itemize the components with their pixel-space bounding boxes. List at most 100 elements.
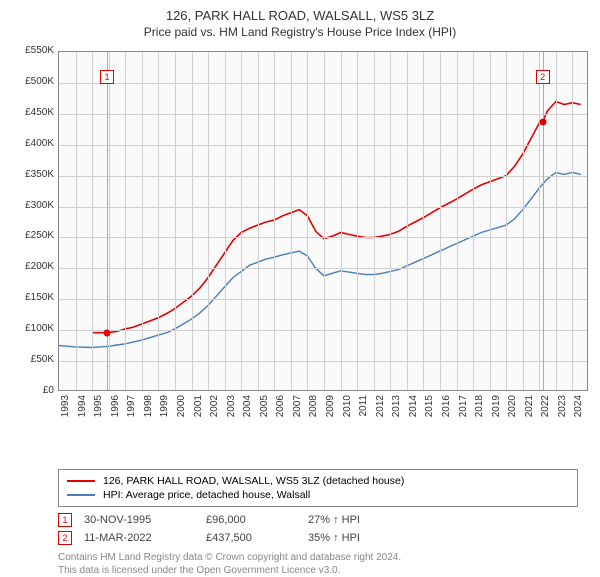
x-axis-tick-label: 2011: [358, 395, 369, 425]
event-delta: 27% ↑ HPI: [308, 514, 418, 526]
gridline-vertical: [390, 52, 391, 390]
legend-item: HPI: Average price, detached house, Wals…: [67, 488, 569, 502]
gridline-vertical: [423, 52, 424, 390]
gridline-horizontal: [59, 237, 587, 238]
gridline-vertical: [274, 52, 275, 390]
gridline-vertical: [490, 52, 491, 390]
event-point-marker: [104, 329, 111, 336]
y-axis-tick-label: £450K: [10, 107, 54, 118]
x-axis-tick-label: 2016: [441, 395, 452, 425]
x-axis-tick-label: 1993: [60, 395, 71, 425]
event-date: 30-NOV-1995: [84, 514, 194, 526]
gridline-vertical: [291, 52, 292, 390]
x-axis-tick-label: 2009: [325, 395, 336, 425]
y-axis-tick-label: £400K: [10, 138, 54, 149]
x-axis-tick-label: 1994: [77, 395, 88, 425]
gridline-vertical: [109, 52, 110, 390]
x-axis-tick-label: 2012: [375, 395, 386, 425]
attribution-line: Contains HM Land Registry data © Crown c…: [58, 551, 578, 564]
legend-label: 126, PARK HALL ROAD, WALSALL, WS5 3LZ (d…: [103, 475, 404, 487]
event-row: 1 30-NOV-1995 £96,000 27% ↑ HPI: [58, 513, 590, 527]
event-point-marker: [539, 118, 546, 125]
chart-subtitle: Price paid vs. HM Land Registry's House …: [10, 25, 590, 39]
x-axis-tick-label: 2024: [573, 395, 584, 425]
y-axis-tick-label: £200K: [10, 261, 54, 272]
attribution-line: This data is licensed under the Open Gov…: [58, 564, 578, 577]
legend-swatch: [67, 480, 95, 482]
event-row: 2 11-MAR-2022 £437,500 35% ↑ HPI: [58, 531, 590, 545]
gridline-vertical: [142, 52, 143, 390]
x-axis-tick-label: 1999: [159, 395, 170, 425]
y-axis-tick-label: £150K: [10, 292, 54, 303]
gridline-horizontal: [59, 83, 587, 84]
x-axis-tick-label: 2004: [242, 395, 253, 425]
legend-swatch: [67, 494, 95, 496]
x-axis-tick-label: 1997: [126, 395, 137, 425]
series-line: [92, 102, 581, 333]
gridline-vertical: [241, 52, 242, 390]
x-axis-tick-label: 2023: [557, 395, 568, 425]
y-axis-tick-label: £300K: [10, 200, 54, 211]
y-axis-tick-label: £100K: [10, 323, 54, 334]
gridline-vertical: [258, 52, 259, 390]
gridline-vertical: [523, 52, 524, 390]
x-axis-tick-label: 2018: [474, 395, 485, 425]
y-axis-tick-label: £500K: [10, 76, 54, 87]
x-axis-tick-label: 2015: [424, 395, 435, 425]
gridline-vertical: [158, 52, 159, 390]
event-marker-box: 2: [58, 531, 72, 545]
x-axis-tick-label: 2001: [193, 395, 204, 425]
legend: 126, PARK HALL ROAD, WALSALL, WS5 3LZ (d…: [58, 469, 578, 507]
legend-item: 126, PARK HALL ROAD, WALSALL, WS5 3LZ (d…: [67, 474, 569, 488]
gridline-vertical: [556, 52, 557, 390]
gridline-vertical: [539, 52, 540, 390]
gridline-vertical: [457, 52, 458, 390]
event-marker-box: 1: [58, 513, 72, 527]
gridline-horizontal: [59, 299, 587, 300]
gridline-vertical: [407, 52, 408, 390]
plot-wrap: 12 £0£50K£100K£150K£200K£250K£300K£350K£…: [10, 47, 590, 427]
event-date: 11-MAR-2022: [84, 532, 194, 544]
x-axis-tick-label: 2007: [292, 395, 303, 425]
event-price: £96,000: [206, 514, 296, 526]
gridline-vertical: [341, 52, 342, 390]
x-axis-tick-label: 1996: [110, 395, 121, 425]
gridline-vertical: [192, 52, 193, 390]
legend-label: HPI: Average price, detached house, Wals…: [103, 489, 310, 501]
gridline-vertical: [440, 52, 441, 390]
gridline-vertical: [175, 52, 176, 390]
x-axis-tick-label: 1995: [93, 395, 104, 425]
x-axis-tick-label: 1998: [143, 395, 154, 425]
gridline-horizontal: [59, 176, 587, 177]
gridline-vertical: [324, 52, 325, 390]
events-table: 1 30-NOV-1995 £96,000 27% ↑ HPI 2 11-MAR…: [58, 513, 590, 545]
event-vertical-line: [107, 52, 108, 390]
gridline-horizontal: [59, 145, 587, 146]
gridline-vertical: [76, 52, 77, 390]
event-price: £437,500: [206, 532, 296, 544]
x-axis-tick-label: 2008: [308, 395, 319, 425]
gridline-vertical: [473, 52, 474, 390]
y-axis-tick-label: £50K: [10, 354, 54, 365]
gridline-vertical: [92, 52, 93, 390]
chart-title: 126, PARK HALL ROAD, WALSALL, WS5 3LZ: [10, 8, 590, 23]
gridline-horizontal: [59, 330, 587, 331]
x-axis-tick-label: 2019: [491, 395, 502, 425]
gridline-horizontal: [59, 207, 587, 208]
plot-svg: [59, 52, 587, 390]
x-axis-tick-label: 2005: [259, 395, 270, 425]
gridline-vertical: [208, 52, 209, 390]
event-marker-box: 1: [100, 70, 114, 84]
event-marker-box: 2: [536, 70, 550, 84]
chart-container: 126, PARK HALL ROAD, WALSALL, WS5 3LZ Pr…: [0, 0, 600, 560]
x-axis-tick-label: 2022: [540, 395, 551, 425]
x-axis-tick-label: 2014: [408, 395, 419, 425]
event-vertical-line: [543, 52, 544, 390]
gridline-vertical: [125, 52, 126, 390]
y-axis-tick-label: £350K: [10, 169, 54, 180]
attribution: Contains HM Land Registry data © Crown c…: [58, 551, 578, 577]
gridline-vertical: [307, 52, 308, 390]
x-axis-tick-label: 2006: [275, 395, 286, 425]
x-axis-tick-label: 2010: [342, 395, 353, 425]
x-axis-tick-label: 2000: [176, 395, 187, 425]
